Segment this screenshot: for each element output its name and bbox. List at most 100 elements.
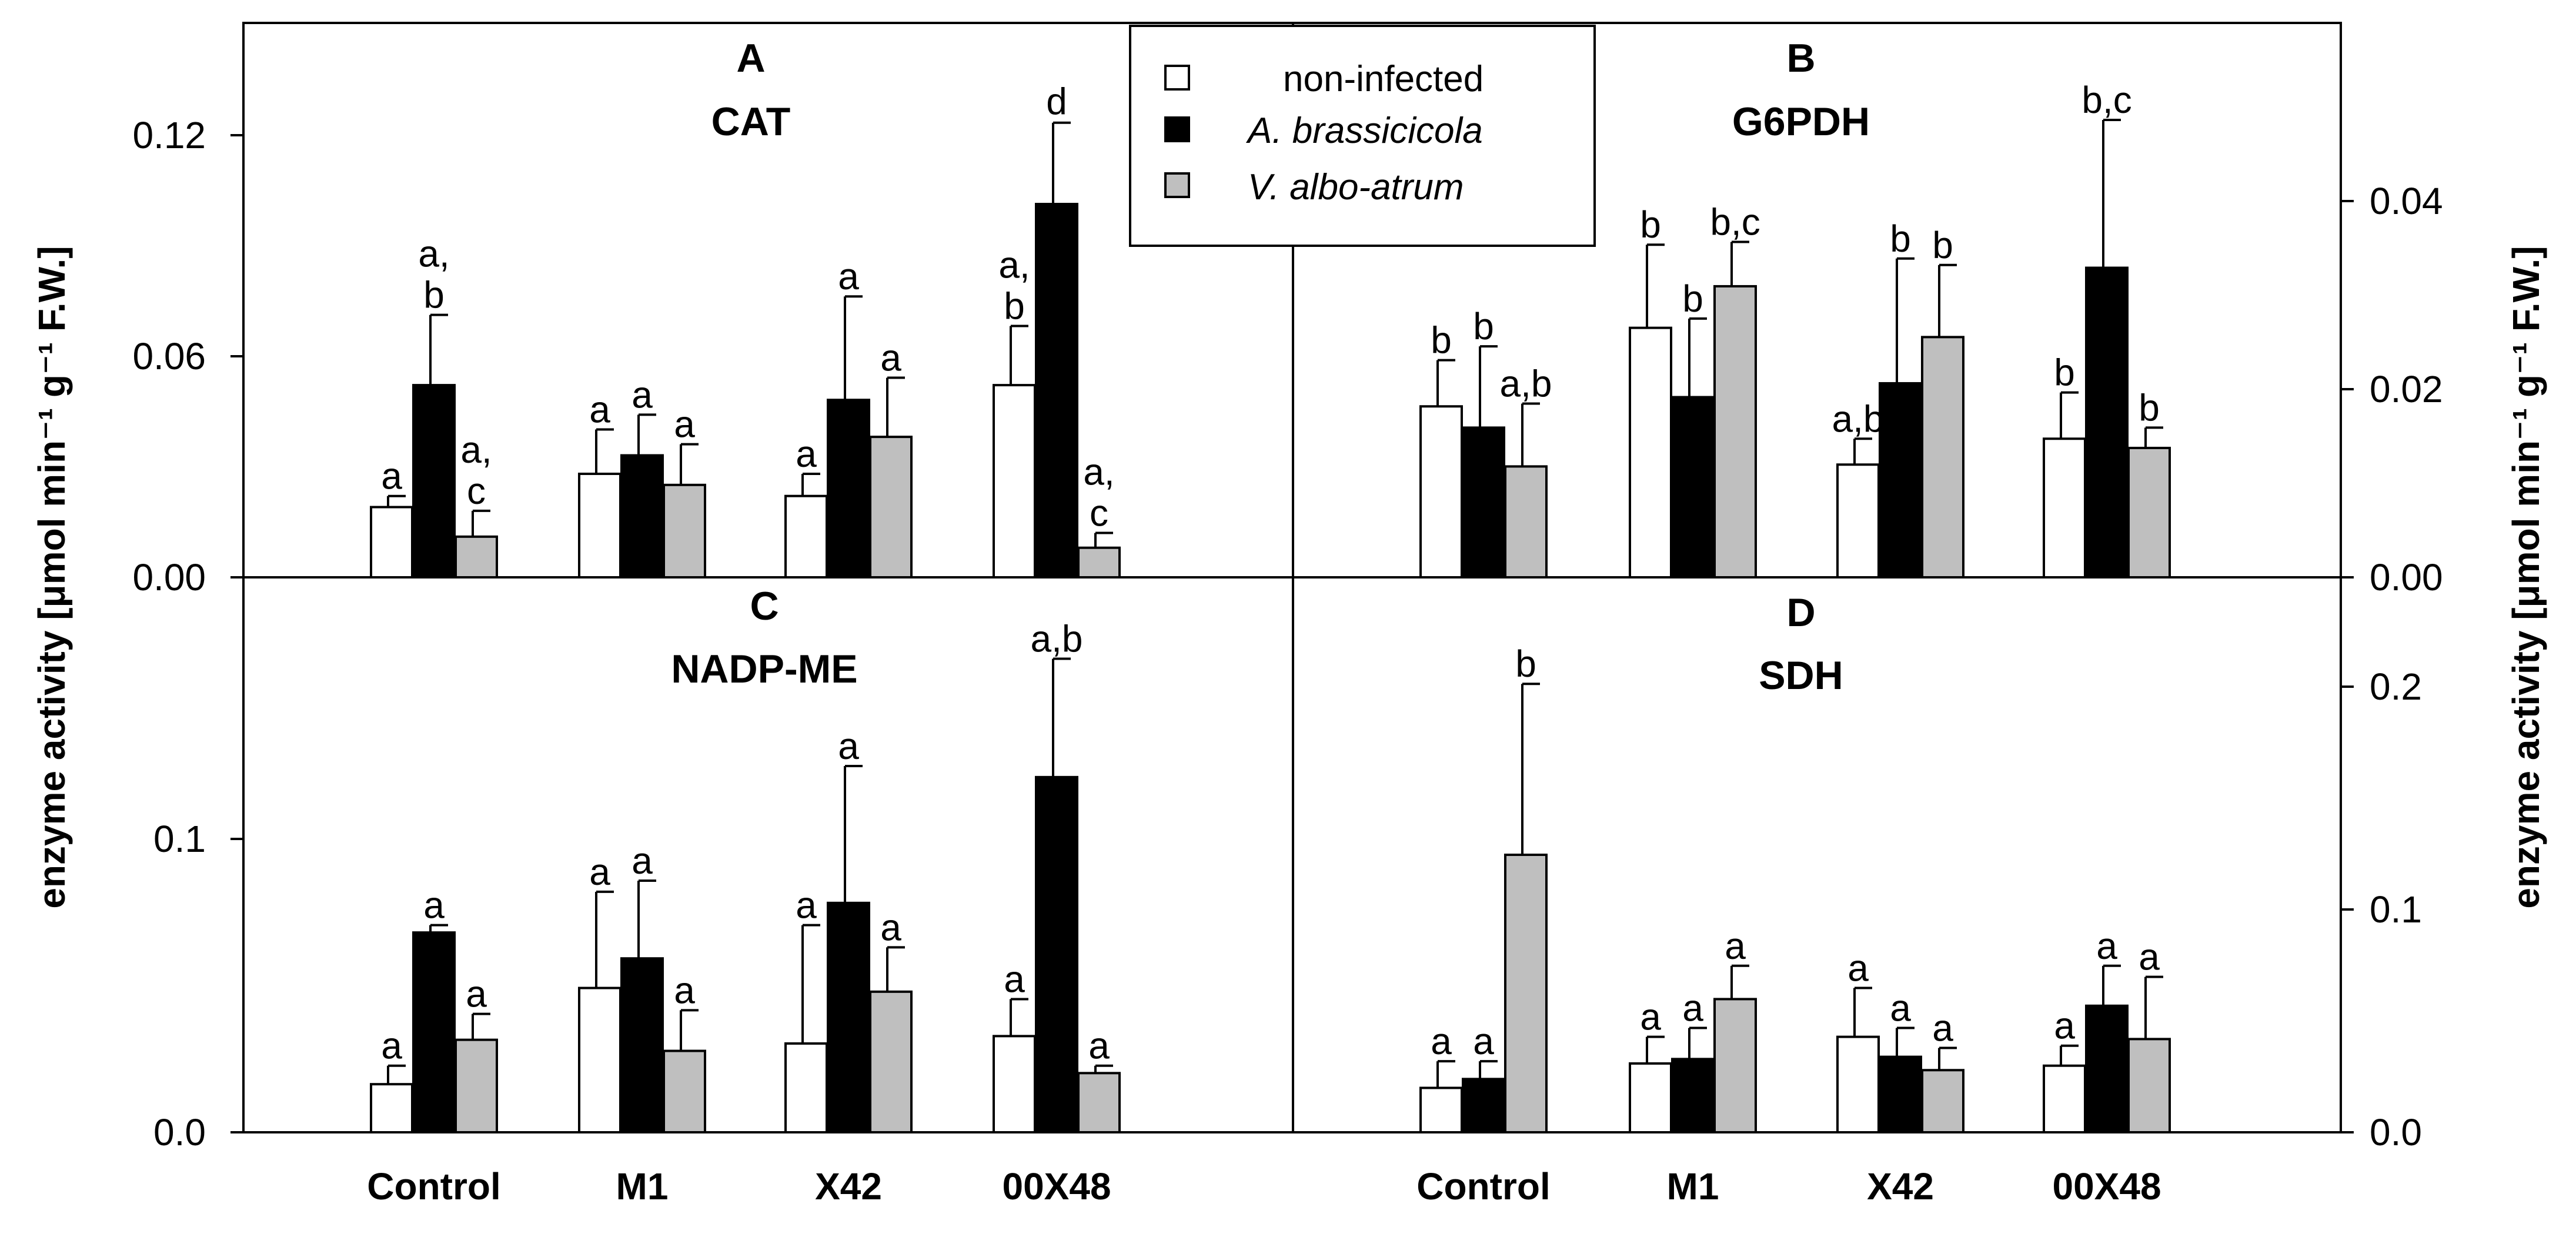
- significance-label: a: [1473, 1020, 1494, 1062]
- significance-label: a: [2096, 925, 2117, 967]
- bar: [2085, 1004, 2129, 1133]
- bar: [784, 494, 828, 579]
- significance-label: b: [1515, 643, 1536, 685]
- significance-label: b: [1932, 224, 1953, 266]
- bar: [1419, 1086, 1463, 1133]
- bar: [1419, 405, 1463, 578]
- legend-label-a-brassicicola: A. brassicicola: [1245, 111, 1483, 151]
- y-tick-label: 0.02: [2370, 368, 2443, 410]
- bar: [1629, 326, 1672, 579]
- bar: [455, 1038, 498, 1133]
- bar: [1035, 775, 1078, 1133]
- axes-layer: 0.00 0.06 0.12 0.00 0.02 0.04 0.0 0.1 Control M1 X…: [132, 114, 2443, 1208]
- y-tick-label: 0.00: [132, 556, 206, 598]
- legend-label-v-albo-atrum: V. albo-atrum: [1248, 167, 1464, 208]
- significance-label: a,b: [1500, 363, 1552, 405]
- bar: [455, 535, 498, 579]
- bar: [1879, 1055, 1922, 1133]
- y-axis-label-left: enzyme activity [μmol min⁻¹ g⁻¹ F.W.]: [31, 246, 73, 908]
- bar: [2043, 437, 2086, 578]
- significance-label: a,b: [1832, 397, 1885, 440]
- x-tick-label: X42: [815, 1165, 882, 1208]
- significance-label: b,c: [2081, 79, 2131, 121]
- panel-a-title: CAT: [711, 99, 791, 144]
- bar: [2127, 446, 2171, 579]
- significance-label: a,b: [1031, 617, 1083, 660]
- significance-label: a: [838, 725, 859, 767]
- bar: [993, 384, 1036, 578]
- significance-label: c: [467, 470, 486, 512]
- significance-label: a: [674, 403, 695, 446]
- bar: [578, 986, 622, 1134]
- significance-label: b: [1890, 218, 1911, 260]
- bar: [578, 472, 622, 578]
- panel-b-letter: B: [1786, 36, 1815, 81]
- panel-c-letter: C: [750, 584, 779, 628]
- significance-label: b: [2139, 386, 2160, 429]
- x-tick-label: X42: [1867, 1165, 1934, 1208]
- y-tick-label: 0.12: [132, 114, 206, 156]
- y-axis-label-right: enzyme activity [μmol min⁻¹ g⁻¹ F.W.]: [2505, 246, 2547, 908]
- significance-label: a: [2054, 1005, 2075, 1047]
- significance-label: c: [1090, 492, 1108, 534]
- bar: [869, 436, 913, 579]
- significance-label: a: [796, 433, 817, 475]
- x-tick-label: M1: [616, 1165, 669, 1208]
- significance-label: a: [381, 455, 402, 497]
- bar: [663, 1049, 706, 1133]
- significance-label: a,: [998, 244, 1030, 286]
- significance-label: a: [423, 884, 445, 927]
- panel-a-letter: A: [736, 36, 765, 81]
- x-tick-label: Control: [367, 1165, 501, 1208]
- y-tick-label: 0.2: [2370, 666, 2422, 708]
- bar: [412, 384, 456, 578]
- significance-label: a: [1088, 1025, 1110, 1067]
- significance-label: a: [880, 906, 901, 948]
- significance-label: a: [632, 373, 653, 416]
- bar: [993, 1035, 1036, 1133]
- bar: [1035, 203, 1078, 578]
- bar: [412, 931, 456, 1134]
- significance-label: a: [1890, 987, 1911, 1029]
- significance-label: d: [1046, 81, 1067, 123]
- bar: [370, 506, 413, 579]
- significance-label: a,: [418, 233, 449, 275]
- significance-label: a: [838, 255, 859, 297]
- significance-label: a: [589, 389, 610, 431]
- bar: [827, 399, 870, 578]
- significance-label: a: [1640, 996, 1661, 1038]
- bar: [1671, 396, 1715, 579]
- bar: [620, 454, 664, 578]
- bar: [1077, 546, 1121, 578]
- bar: [663, 483, 706, 578]
- significance-label: a: [2139, 936, 2160, 978]
- significance-label: a: [674, 969, 695, 1011]
- bar: [370, 1083, 413, 1133]
- x-tick-label: 00X48: [2052, 1165, 2161, 1208]
- bar: [1462, 1078, 1505, 1133]
- bar: [620, 957, 664, 1134]
- bars-layer: aaaa,ba,baaa,caaa,cdbba,bbbbbb,ca,bb,cbb…: [370, 79, 2171, 1134]
- bar: [1713, 998, 1757, 1133]
- legend-swatch-non-infected: [1164, 65, 1190, 91]
- bar: [2127, 1038, 2171, 1133]
- panel-d-title: SDH: [1759, 653, 1843, 698]
- significance-label: a,: [1083, 451, 1114, 493]
- significance-label: a: [466, 973, 487, 1015]
- y-tick-label: 0.1: [153, 818, 206, 860]
- panel-d-letter: D: [1786, 590, 1815, 635]
- significance-label: b: [1431, 319, 1452, 362]
- legend-label-non-infected: non-infected: [1283, 59, 1484, 99]
- bar: [827, 901, 870, 1134]
- bar: [1077, 1072, 1121, 1133]
- significance-label: a: [1725, 925, 1746, 967]
- bar: [869, 990, 913, 1134]
- bar: [1921, 336, 1964, 578]
- legend-swatch-a-brassicicola: [1164, 116, 1190, 142]
- significance-label: a: [381, 1025, 402, 1067]
- bar: [1671, 1058, 1715, 1133]
- significance-label: a: [632, 840, 653, 882]
- bar: [784, 1042, 828, 1133]
- bar: [1921, 1069, 1964, 1133]
